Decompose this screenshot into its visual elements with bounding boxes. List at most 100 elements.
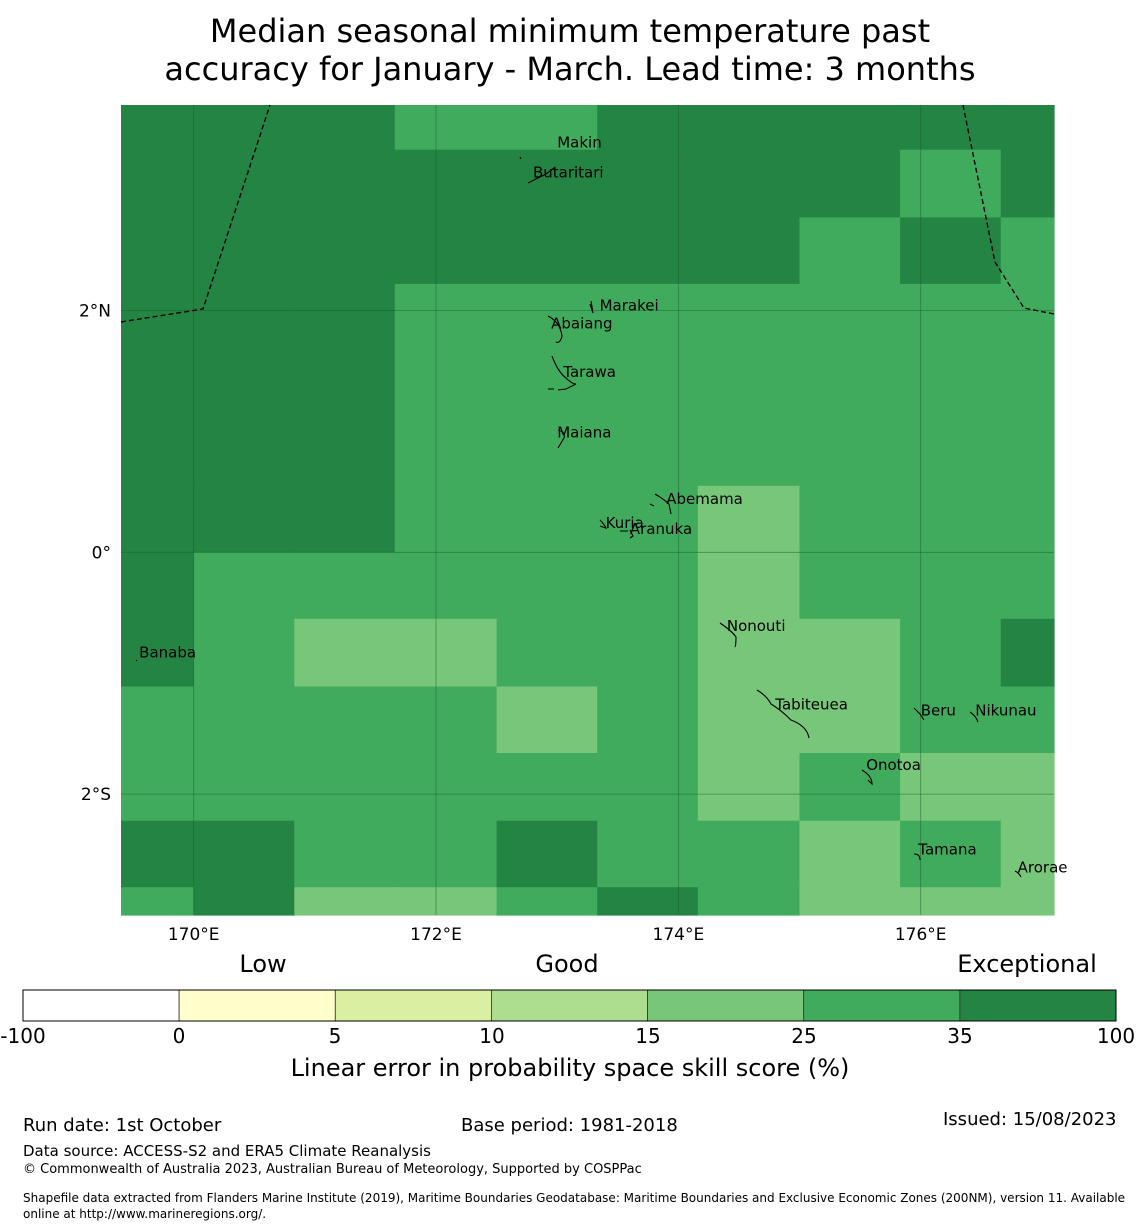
map-grid-cell: [597, 351, 699, 419]
colorbar-tick-label: 35: [947, 1024, 973, 1048]
map-grid-cell: [121, 283, 195, 353]
map-grid-cell: [294, 105, 396, 151]
map-grid-cell: [900, 485, 1002, 553]
map-grid-cell: [597, 618, 699, 688]
map-grid-cell: [193, 552, 295, 620]
title-line-2: accuracy for January - March. Lead time:…: [164, 50, 976, 88]
island-outline: [649, 493, 672, 515]
map-grid-cell: [496, 686, 598, 754]
map-grid-cell: [193, 105, 295, 151]
map-grid-cell: [193, 820, 295, 888]
map-grid-cell: [193, 149, 295, 218]
map-grid-cell: [496, 753, 598, 822]
map-grid-cell: [496, 217, 598, 285]
map-grid-cell: [799, 351, 901, 419]
colorbar-bin: [22, 989, 180, 1022]
place-label: Aranuka: [630, 520, 692, 538]
place-label: Tamana: [917, 841, 976, 859]
colorbar-tick-label: -100: [0, 1024, 46, 1048]
colorbar-bin: [803, 989, 961, 1022]
map-grid-cell: [900, 105, 1002, 151]
map-grid-cell: [496, 887, 598, 916]
colorbar-bin: [959, 989, 1117, 1022]
x-tick-label: 172°E: [410, 925, 462, 945]
place-label: Butaritari: [533, 164, 604, 182]
map-grid-cell: [900, 217, 1002, 285]
map-grid-cell: [294, 283, 396, 353]
map-grid-cell: [121, 753, 195, 822]
map-grid-cell: [697, 887, 801, 916]
colorbar-tick-label: 25: [791, 1024, 817, 1048]
island-outline: [913, 707, 925, 721]
place-label: Tabiteuea: [774, 695, 848, 713]
map-grid-cell: [121, 351, 195, 419]
map-grid-cell: [900, 418, 1002, 487]
map-title: Median seasonal minimum temperature past…: [0, 12, 1140, 88]
island-outline: [861, 769, 873, 786]
map-grid-cell: [496, 351, 598, 419]
map-grid-cell: [121, 887, 195, 916]
map-grid-cell: [1000, 618, 1055, 688]
map-grid-cell: [394, 485, 498, 553]
island-outline: [527, 167, 555, 184]
map-grid-cell: [697, 105, 801, 151]
map-grid-cell: [597, 887, 699, 916]
island-outline: [620, 529, 634, 539]
map-grid-cell: [193, 753, 295, 822]
place-label: Tarawa: [562, 363, 616, 381]
map-grid-cell: [294, 618, 396, 688]
map-grid-cell: [1000, 418, 1055, 487]
map-grid-cell: [496, 105, 598, 151]
map-grid-cell: [294, 351, 396, 419]
map-grid-cell: [121, 105, 195, 151]
map-grid-cell: [597, 686, 699, 754]
map-grid-cell: [1000, 283, 1055, 353]
map-grid-cell: [799, 149, 901, 218]
map-grid-cell: [597, 485, 699, 553]
map-grid-cell: [597, 105, 699, 151]
map-grid-cell: [394, 418, 498, 487]
map-grid-cell: [121, 552, 195, 620]
map-grid-cell: [121, 820, 195, 888]
map-grid-cell: [597, 552, 699, 620]
map-grid-cell: [394, 753, 498, 822]
map-grid-cell: [799, 820, 901, 888]
island-outline: [519, 156, 522, 160]
map-grid-cell: [394, 351, 498, 419]
x-tick-label: 170°E: [168, 925, 220, 945]
colorbar-tick-label: 5: [328, 1024, 342, 1048]
map-grid-cell: [193, 618, 295, 688]
map-grid-cell: [294, 485, 396, 553]
map-grid-cell: [697, 351, 801, 419]
map-grid-cell: [193, 283, 295, 353]
map-grid-cell: [799, 753, 901, 822]
map-grid-cell: [394, 686, 498, 754]
y-tick-label: 2°S: [81, 785, 111, 805]
map-grid-cell: [394, 149, 498, 218]
map-grid-cell: [1000, 753, 1055, 822]
map-grid-cell: [697, 217, 801, 285]
map-grid-cell: [900, 552, 1002, 620]
island-outline: [969, 711, 979, 723]
colorbar-tick-label: 0: [172, 1024, 186, 1048]
map-grid-cell: [193, 485, 295, 553]
y-tick-label: 2°N: [79, 302, 111, 322]
map-grid-cell: [1000, 217, 1055, 285]
place-label: Arorae: [1018, 859, 1068, 877]
eez-boundary-west: [120, 104, 271, 323]
map-grid-cell: [597, 217, 699, 285]
map-grid-cell: [799, 887, 901, 916]
map-grid-cell: [394, 618, 498, 688]
copyright: © Commonwealth of Australia 2023, Austra…: [23, 1162, 642, 1177]
island-outline: [756, 689, 810, 739]
island-outline: [913, 853, 921, 861]
island-outline: [557, 429, 565, 449]
place-label: Marakei: [600, 297, 659, 315]
map-grid-cell: [294, 887, 396, 916]
island-outline: [1014, 870, 1022, 878]
map-grid-cell: [121, 418, 195, 487]
map-grid-cell: [294, 820, 396, 888]
map-grid-cell: [394, 217, 498, 285]
map-grid-cell: [1000, 485, 1055, 553]
y-tick-label: 0°: [92, 543, 111, 563]
